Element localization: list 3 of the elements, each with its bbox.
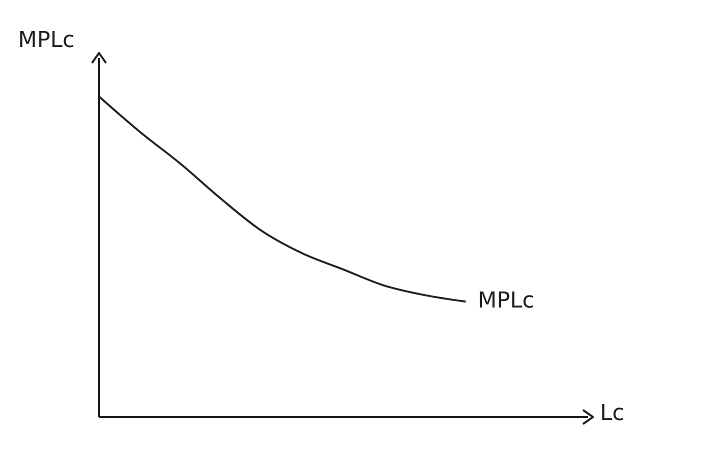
text: Lc [600,401,624,426]
series-label: MPLc [478,288,534,314]
y-axis-title: MPLc [18,28,75,53]
